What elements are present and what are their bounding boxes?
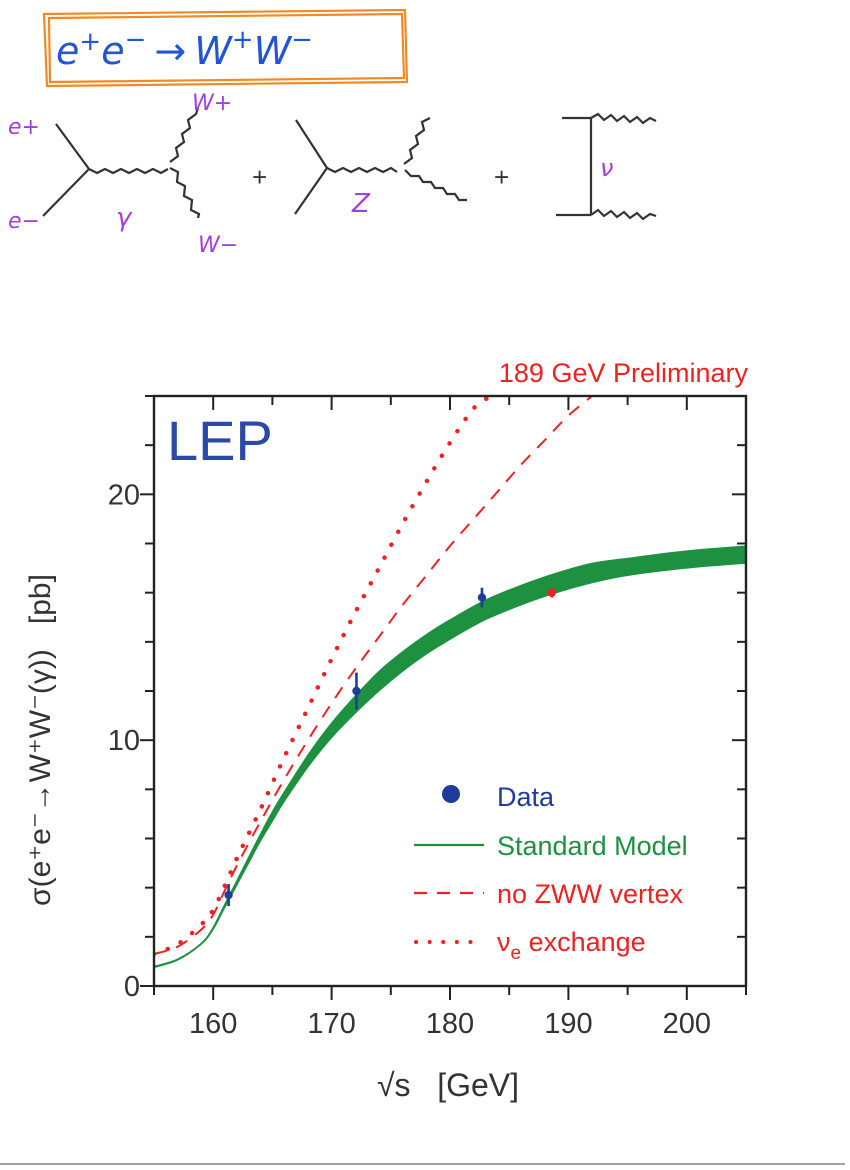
no-zww-vertex-curve bbox=[154, 396, 593, 955]
x-tick-label-170: 170 bbox=[307, 1008, 355, 1040]
x-tick-label-160: 160 bbox=[189, 1008, 237, 1040]
w-minus-line bbox=[590, 208, 657, 221]
data-marker bbox=[352, 686, 361, 696]
nue-exchange-curve bbox=[154, 396, 494, 957]
w-plus-line bbox=[403, 117, 431, 165]
photon-propagator bbox=[88, 167, 169, 175]
w-plus-line bbox=[169, 107, 200, 163]
axis-ticks bbox=[140, 395, 747, 1000]
feynman-diagram-z bbox=[294, 117, 467, 215]
plus-sign-1: + bbox=[252, 162, 267, 192]
data-marker bbox=[224, 890, 233, 900]
process-header: e+e− → W+W− bbox=[42, 8, 409, 88]
w-plus-line bbox=[590, 112, 657, 125]
legend-label-nue-exchange: νe exchange bbox=[497, 927, 646, 964]
standard-model-band bbox=[154, 545, 746, 969]
legend-nu-symbol: ν bbox=[497, 927, 511, 957]
electron-in-line bbox=[295, 119, 328, 169]
feynman-diagram-photon bbox=[42, 107, 201, 219]
process-box bbox=[42, 8, 409, 88]
data-point-2 bbox=[477, 587, 487, 608]
legend-label-no-zww-vertex: no ZWW vertex bbox=[497, 879, 684, 909]
y-tick-label-20: 20 bbox=[108, 479, 140, 511]
legend-nu-suffix: exchange bbox=[521, 927, 646, 957]
x-tick-labels: 160 170 180 190 200 bbox=[189, 1008, 711, 1040]
data-marker bbox=[547, 588, 557, 597]
legend-data-marker bbox=[442, 785, 460, 803]
plot-content bbox=[154, 396, 746, 969]
y-tick-label-0: 0 bbox=[124, 971, 140, 1003]
cross-section-chart: 189 GeV Preliminary LEP 160 170 180 190 … bbox=[24, 358, 748, 1103]
legend: Data Standard Model no ZWW vertex νe exc… bbox=[414, 782, 688, 964]
data-point-3 bbox=[547, 587, 557, 598]
data-marker bbox=[477, 593, 487, 602]
y-axis-label: σ(e⁺e⁻→W⁺W⁻(γ)) [pb] bbox=[24, 574, 57, 906]
data-points bbox=[224, 587, 557, 907]
feynman-diagram-neutrino bbox=[556, 112, 657, 221]
x-axis-label: √s [GeV] bbox=[377, 1067, 519, 1103]
label-nu: ν bbox=[600, 154, 613, 182]
data-point-0 bbox=[224, 883, 233, 907]
legend-nu-subscript: e bbox=[511, 943, 522, 964]
label-w-minus: W− bbox=[198, 233, 238, 258]
x-tick-label-180: 180 bbox=[426, 1008, 474, 1040]
w-minus-line bbox=[169, 167, 201, 219]
label-e-minus: e− bbox=[8, 209, 40, 234]
x-tick-label-190: 190 bbox=[544, 1008, 592, 1040]
legend-label-data: Data bbox=[497, 782, 555, 812]
x-tick-label-200: 200 bbox=[663, 1008, 711, 1040]
positron-in-line bbox=[42, 168, 90, 217]
legend-label-standard-model: Standard Model bbox=[497, 831, 688, 861]
page-bottom-rule bbox=[0, 1163, 845, 1165]
process-equation: e+e− → W+W− bbox=[56, 25, 313, 73]
y-tick-labels: 0 10 20 bbox=[108, 479, 140, 1003]
label-gamma: γ bbox=[116, 203, 133, 233]
plus-sign-2: + bbox=[494, 162, 509, 192]
w-minus-line bbox=[404, 169, 467, 202]
chart-annotation: 189 GeV Preliminary bbox=[499, 358, 749, 388]
label-z: Z bbox=[351, 189, 371, 219]
label-e-plus: e+ bbox=[8, 115, 40, 140]
label-w-plus: W+ bbox=[192, 91, 232, 116]
chart-title-lep: LEP bbox=[167, 409, 273, 472]
z-propagator bbox=[326, 166, 398, 174]
data-point-1 bbox=[352, 672, 361, 710]
electron-in-line bbox=[55, 123, 90, 170]
positron-in-line bbox=[294, 167, 328, 215]
y-tick-label-10: 10 bbox=[108, 725, 140, 757]
